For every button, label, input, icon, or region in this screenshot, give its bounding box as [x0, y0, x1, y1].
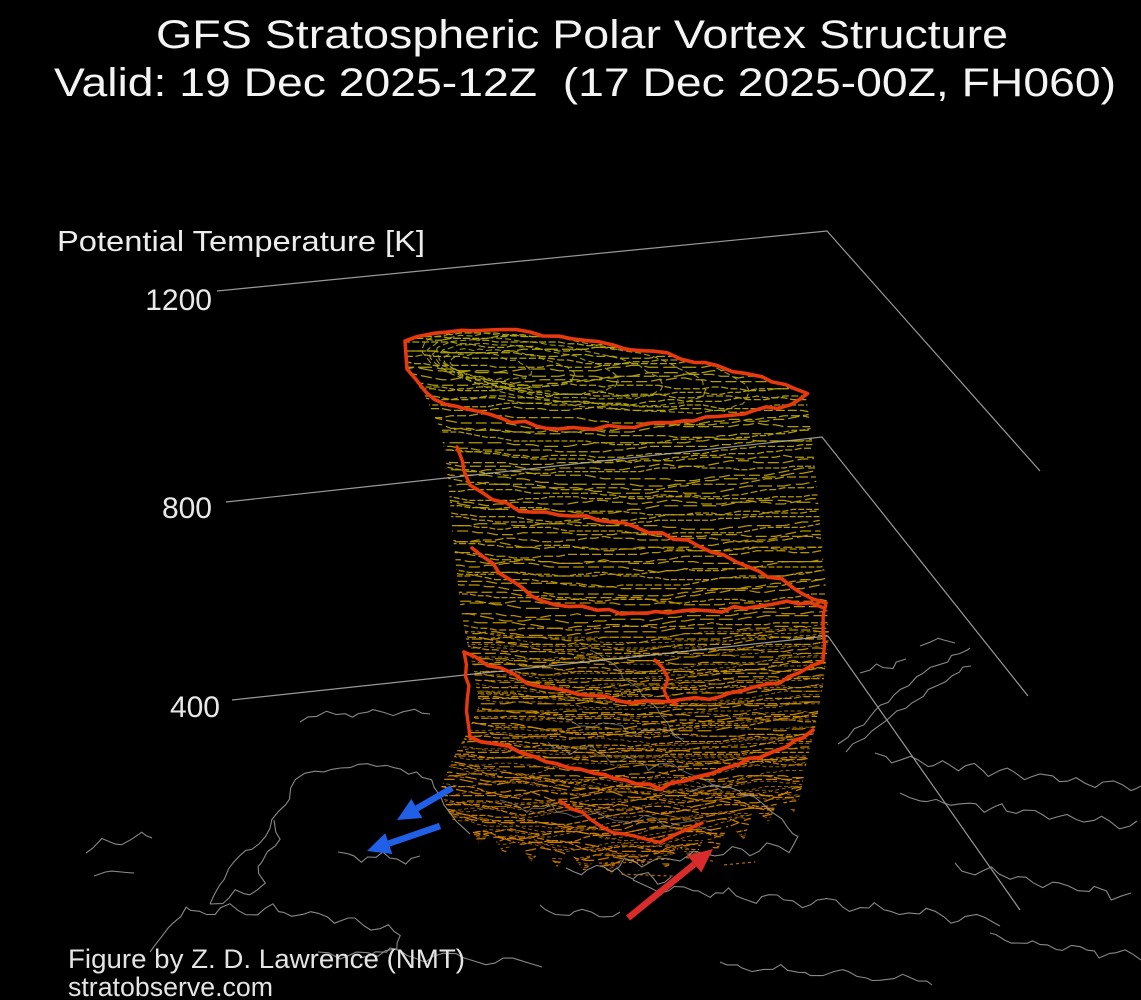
z-tick-1200: 1200 [145, 284, 212, 317]
vortex-bottom-fringe [599, 844, 756, 877]
red-arrow [625, 849, 713, 921]
coastline-basemap [85, 637, 1141, 986]
z-tick-800: 800 [162, 492, 212, 525]
level-grid-lines [216, 230, 1041, 911]
z-tick-400: 400 [170, 691, 220, 724]
z-axis-label: Potential Temperature [K] [57, 226, 425, 258]
site-text: stratobserve.com [68, 972, 273, 1000]
figure-title: GFS Stratospheric Polar Vortex Structure [156, 13, 1008, 57]
vortex-edge-rings [403, 327, 828, 844]
figure-subtitle: Valid: 19 Dec 2025-12Z (17 Dec 2025-00Z,… [54, 61, 1116, 105]
blue-arrows [367, 785, 454, 854]
coastline-under-vortex [499, 649, 723, 832]
credit-text: Figure by Z. D. Lawrence (NMT) [68, 944, 465, 974]
